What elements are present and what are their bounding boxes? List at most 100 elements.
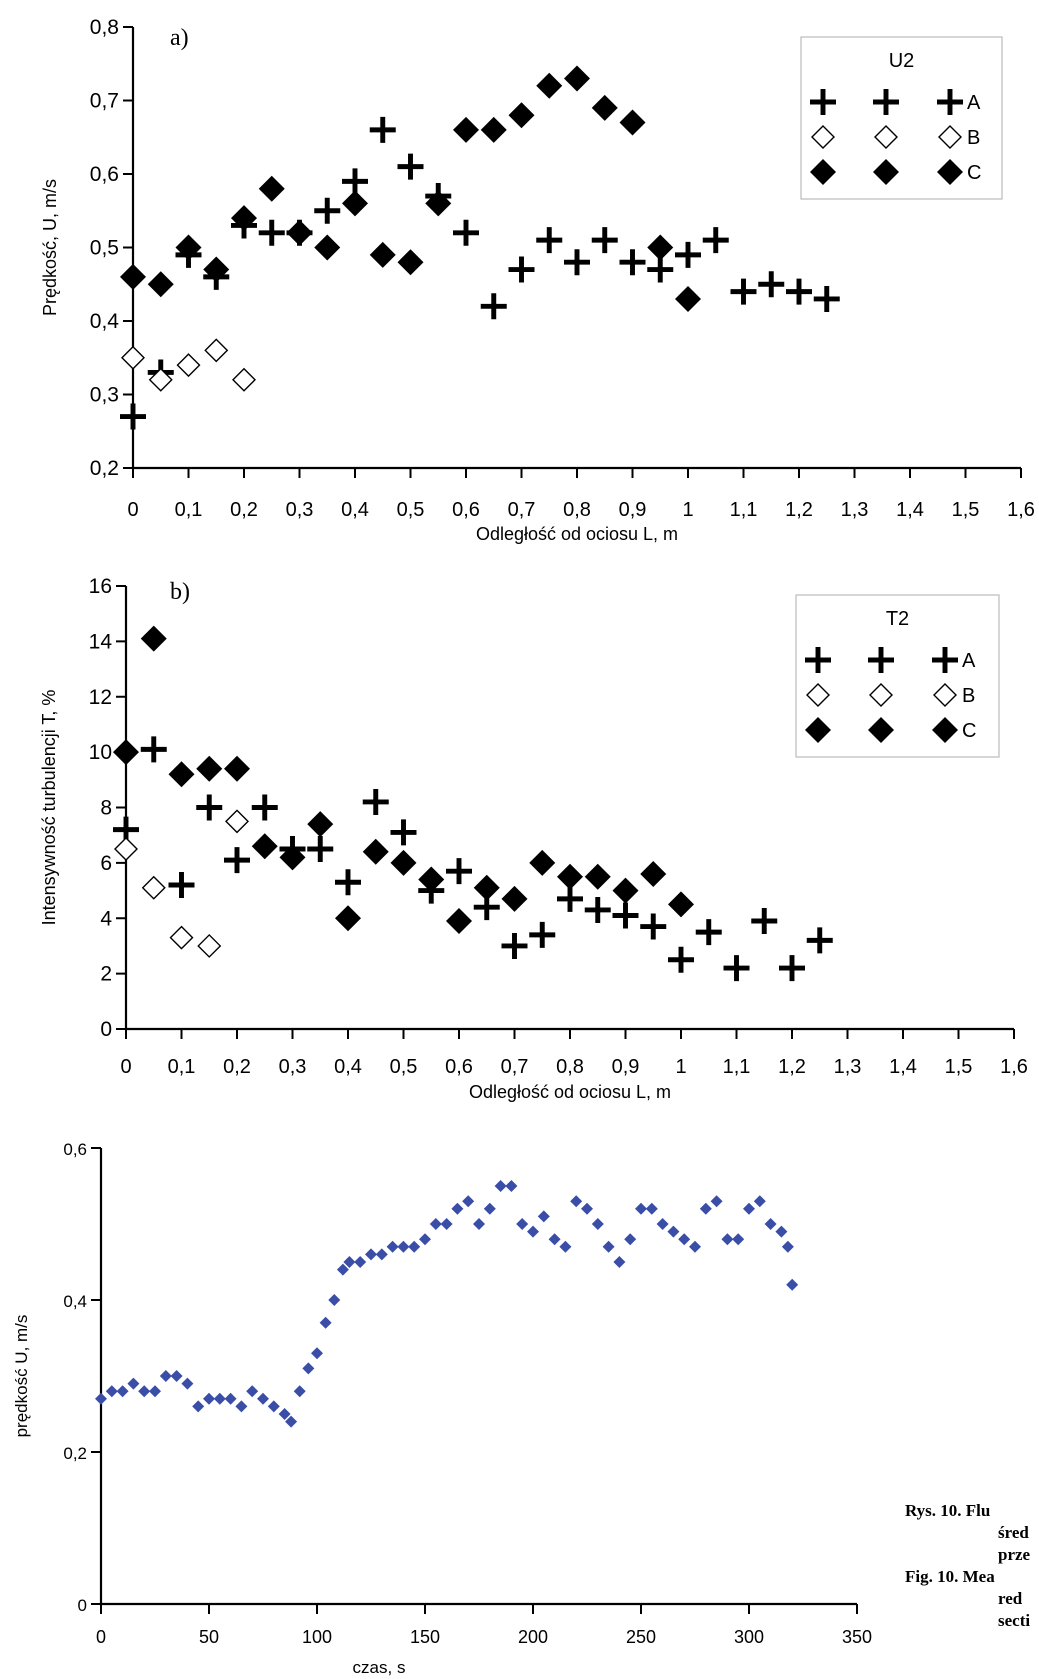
- series-C: [113, 625, 694, 935]
- data-point: [113, 816, 139, 843]
- data-point: [267, 1400, 280, 1413]
- data-point: [418, 866, 445, 893]
- data-point: [743, 1202, 755, 1215]
- data-point: [196, 794, 223, 821]
- y-tick-label: 4: [100, 907, 112, 930]
- data-point: [689, 1240, 701, 1253]
- legend: U2 ABC: [800, 36, 1003, 200]
- x-tick-label: 0,6: [445, 1056, 473, 1078]
- data-point: [527, 1225, 539, 1238]
- x-tick-label: 1,1: [730, 499, 758, 521]
- data-point: [302, 1362, 315, 1375]
- data-point: [806, 927, 833, 954]
- x-tick-label: 50: [199, 1627, 219, 1647]
- x-tick-label: 1,6: [1000, 1056, 1028, 1078]
- data-point: [365, 1248, 377, 1261]
- legend-label: B: [967, 127, 980, 149]
- data-point: [591, 1218, 604, 1230]
- data-point: [235, 1400, 248, 1413]
- diamond-open-marker: [933, 683, 957, 707]
- data-point: [721, 1233, 734, 1246]
- x-tick-label: 150: [410, 1627, 440, 1647]
- data-point: [251, 833, 278, 860]
- data-point: [231, 205, 257, 232]
- data-point: [425, 190, 452, 217]
- y-tick-label: 2: [100, 963, 112, 986]
- x-tick-label: 1,6: [1007, 499, 1035, 521]
- data-point: [362, 838, 389, 865]
- y-tick-label: 12: [89, 686, 112, 709]
- x-tick-label: 1,5: [945, 1056, 973, 1078]
- data-point: [390, 849, 417, 876]
- data-point: [678, 1233, 691, 1246]
- data-point: [203, 256, 230, 283]
- data-point: [105, 1385, 118, 1398]
- caption-line: prze: [998, 1545, 1031, 1564]
- x-tick-label: 250: [626, 1627, 656, 1647]
- data-point: [758, 271, 785, 298]
- y-tick-label: 16: [89, 575, 112, 598]
- x-tick-label: 0,2: [223, 1056, 251, 1078]
- data-point: [536, 72, 563, 99]
- data-point: [668, 891, 694, 918]
- data-point: [667, 1225, 680, 1238]
- series-C: [120, 65, 701, 312]
- diamond-open-marker: [874, 125, 898, 149]
- diamond-filled-marker: [932, 717, 958, 743]
- data-point: [702, 227, 729, 254]
- y-tick-label: 0: [100, 1018, 112, 1041]
- caption-line: śred: [998, 1523, 1029, 1542]
- x-tick-label: 1,3: [841, 499, 869, 521]
- x-axis-title: Odległość od ociosu L, m: [469, 1082, 671, 1102]
- data-point: [369, 116, 396, 143]
- data-point: [293, 1385, 306, 1398]
- data-point: [307, 836, 334, 863]
- data-point: [147, 271, 174, 298]
- chart-b: 0 2 4 6 8 10 12 14 16 0 0,1 0,2 0,3 0,4 0,5 0,6 0,7 0,8 0,…: [39, 575, 1028, 1102]
- data-point: [397, 1240, 410, 1253]
- data-point: [138, 1385, 151, 1398]
- data-point: [175, 234, 202, 261]
- data-point: [168, 761, 195, 788]
- data-point: [508, 102, 535, 129]
- data-point: [451, 1202, 464, 1215]
- x-tick-label: 1,1: [723, 1056, 751, 1078]
- data-point: [314, 234, 341, 261]
- data-point: [453, 219, 479, 246]
- x-tick-label: 0,9: [619, 499, 647, 521]
- y-tick-label: 0,4: [63, 1292, 87, 1311]
- data-point: [753, 1195, 766, 1208]
- data-point: [640, 860, 667, 887]
- data-point: [121, 345, 145, 370]
- data-point: [480, 116, 507, 143]
- data-point: [192, 1400, 205, 1413]
- data-point: [647, 256, 674, 283]
- diamond-filled-marker: [937, 159, 963, 185]
- x-tick-label: 0: [120, 1056, 131, 1078]
- data-point: [203, 1392, 215, 1405]
- data-point: [501, 885, 528, 912]
- data-point: [225, 809, 249, 834]
- x-tick-label: 0,9: [612, 1056, 640, 1078]
- caption-line: secti: [998, 1611, 1031, 1630]
- data-point: [336, 1263, 349, 1276]
- data-point: [390, 819, 417, 846]
- legend-title: U2: [889, 50, 915, 72]
- plus-marker: [868, 647, 895, 674]
- legend-label: B: [962, 685, 975, 707]
- y-tick-label: 0,3: [90, 384, 119, 407]
- diamond-open-marker: [806, 683, 830, 707]
- y-tick-label: 0,7: [90, 90, 119, 113]
- data-point: [675, 285, 701, 312]
- data-point: [386, 1240, 399, 1253]
- y-tick-label: 10: [89, 741, 112, 764]
- plus-marker: [932, 647, 959, 674]
- plus-marker: [810, 89, 837, 115]
- y-tick-label: 14: [89, 630, 113, 653]
- x-tick-label: 0,5: [390, 1056, 418, 1078]
- data-point: [775, 1225, 788, 1238]
- data-point: [786, 1278, 799, 1291]
- data-point: [494, 1180, 507, 1192]
- data-point: [170, 1370, 183, 1382]
- diamond-open-marker: [811, 125, 835, 149]
